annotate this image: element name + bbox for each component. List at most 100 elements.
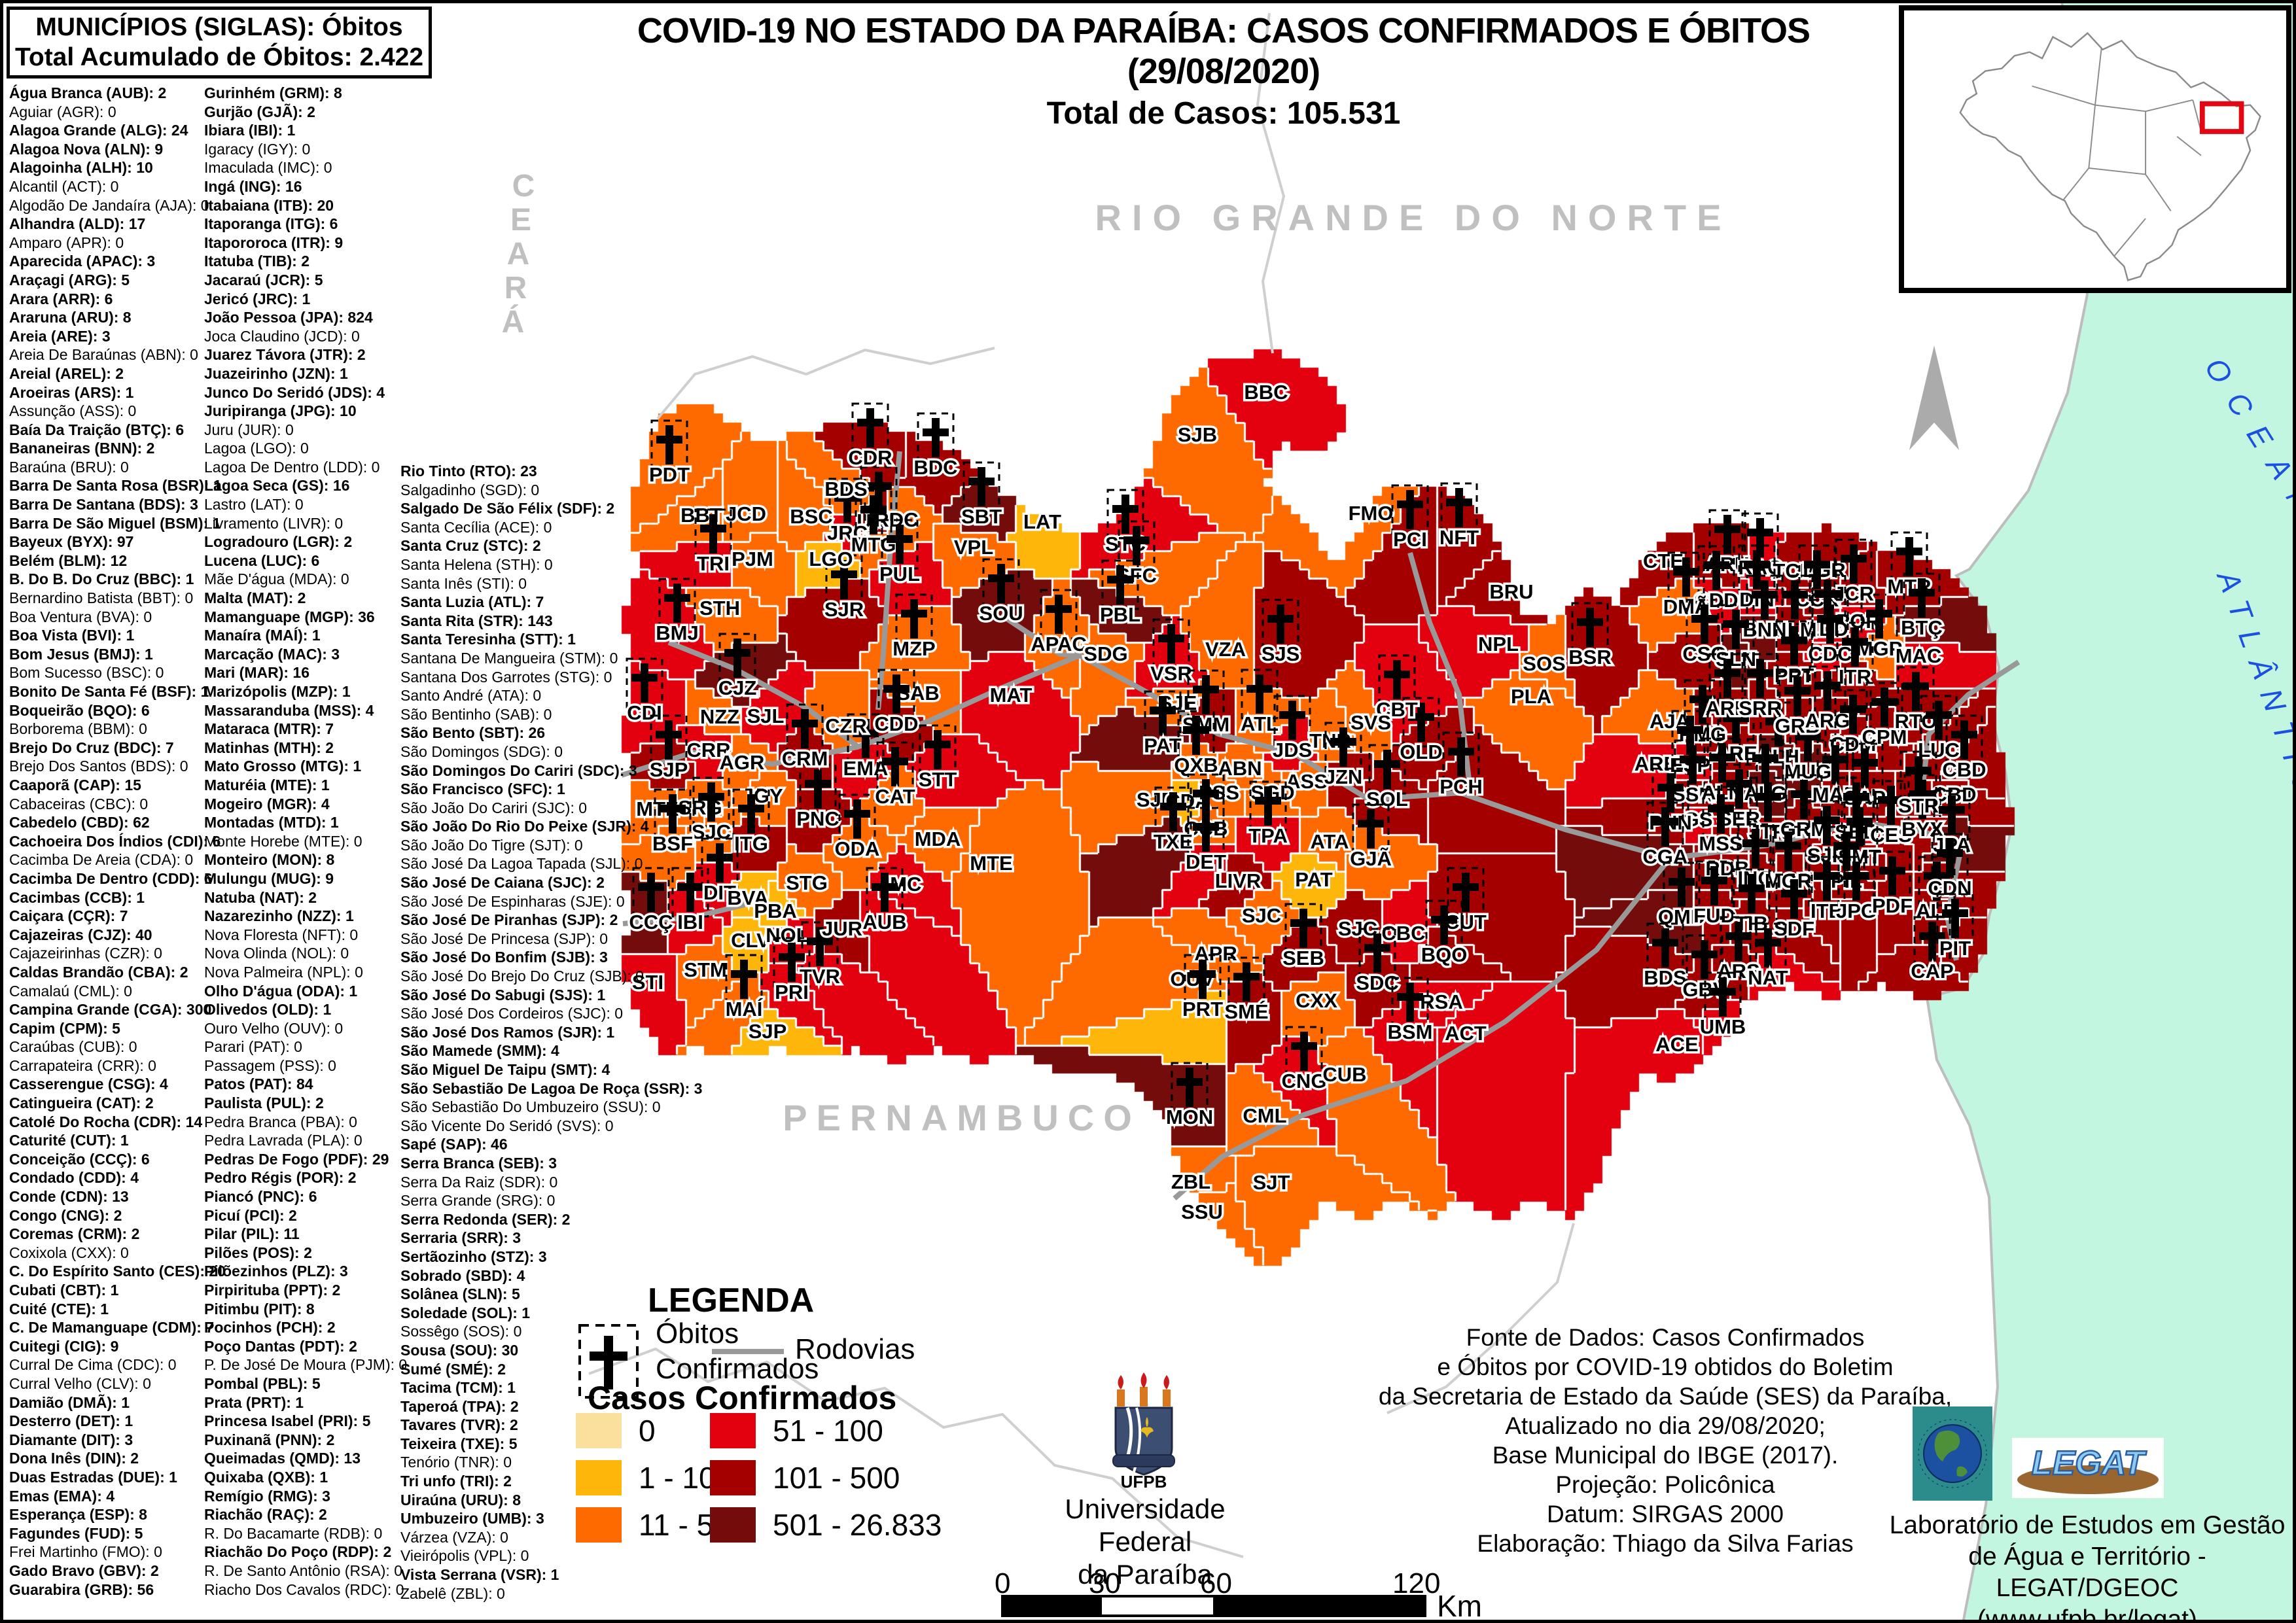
- municipality-item: Aguiar (AGR): 0: [9, 103, 116, 120]
- neighbor-state-label: A: [507, 237, 530, 271]
- municipality-item: Várzea (VZA): 0: [400, 1528, 508, 1546]
- road-line: [667, 640, 860, 750]
- municipality-item: Caturité (CUT): 1: [9, 1132, 129, 1149]
- municipality-item: Teixeira (TXE): 5: [400, 1435, 518, 1452]
- municipality-item: Guarabira (GRB): 56: [9, 1580, 154, 1598]
- municipality-item: Belém (BLM): 12: [9, 551, 128, 569]
- municipality-item: Piancó (PNC): 6: [204, 1188, 317, 1206]
- municipality-item: Alcantil (ACT): 0: [9, 177, 119, 195]
- municipality-item: Bayeux (BYX): 97: [9, 533, 134, 551]
- map-municipality-label: PDF: [1872, 894, 1913, 917]
- death-cross-marker: [1834, 689, 1872, 740]
- source-text-line: Elaboração: Thiago da Silva Farias: [1477, 1530, 1854, 1557]
- death-cross-marker: [1733, 868, 1771, 919]
- municipality-item: Malta (MAT): 2: [204, 589, 306, 607]
- death-cross-marker: [1368, 744, 1406, 795]
- death-cross-marker: [1695, 860, 1733, 911]
- municipality-item: Pilões (POS): 2: [204, 1244, 312, 1261]
- state-border-line: [656, 347, 995, 420]
- map-municipality-label: SBT: [961, 505, 1002, 528]
- death-cross-marker: [1702, 788, 1740, 839]
- municipality-item: Salgadinho (SGD): 0: [400, 481, 540, 498]
- municipality-item: Congo (CNG): 2: [9, 1206, 122, 1224]
- neighbor-state-label: PERNAMBUCO: [783, 1097, 1141, 1138]
- municipality-item: Barra De São Miguel (BSM): 1: [9, 514, 221, 532]
- map-municipality-label: CDC: [1808, 642, 1852, 665]
- municipality-item: Nova Floresta (NFT): 0: [204, 926, 359, 943]
- death-cross-marker: [1860, 593, 1898, 644]
- death-cross-marker: [1846, 742, 1884, 794]
- map-municipality-label: AGR: [720, 751, 765, 774]
- municipality-item: Pedra Lavrada (PLA): 0: [204, 1132, 362, 1149]
- map-municipality-label: PAT: [1144, 734, 1181, 757]
- municipality-item: São José Do Sabugi (SJS): 1: [400, 986, 606, 1003]
- map-municipality-label: CUB: [1322, 1063, 1366, 1086]
- municipality-item: Caldas Brandão (CBA): 2: [9, 963, 188, 981]
- death-cross-marker: [866, 867, 904, 918]
- death-cross-marker: [1828, 826, 1865, 877]
- municipality-item: Boqueirão (BQO): 6: [9, 701, 150, 719]
- map-municipality-label: SOS: [1523, 652, 1565, 675]
- legend-class-label: 501 - 26.833: [773, 1508, 942, 1542]
- neighbor-state-label: R: [504, 271, 527, 305]
- municipality-item: Manaíra (MAÍ): 1: [204, 627, 321, 644]
- map-municipality-label: SRR: [1739, 697, 1781, 720]
- brazil-state-border: [2063, 167, 2090, 200]
- death-cross-marker: [1789, 716, 1827, 767]
- municipality-item: São Sebastião Do Umbuzeiro (SSU): 0: [400, 1098, 661, 1116]
- municipality-item: Barra De Santa Rosa (BSR): 1: [9, 477, 222, 495]
- map-municipality-label: PJM: [732, 548, 773, 570]
- municipality-item: Areial (AREL): 2: [9, 364, 124, 382]
- municipality-item: R. De Santo Antônio (RSA): 0: [204, 1562, 402, 1579]
- map-municipality-label: PCH: [1439, 775, 1482, 798]
- legend-obitos-label: Óbitos Confirmados: [656, 1318, 819, 1385]
- death-cross-marker: [895, 593, 933, 644]
- death-cross-marker: [718, 633, 756, 684]
- municipality-item: Caaporã (CAP): 15: [9, 776, 141, 794]
- municipality-item: Mãe D'água (MDA): 0: [204, 570, 349, 588]
- map-municipality-label: CBC: [1381, 922, 1425, 945]
- map-municipality-label: PAT: [1295, 868, 1332, 891]
- map-municipality-label: SJT: [1253, 1171, 1290, 1194]
- municipality-item: Curral De Cima (CDC): 0: [9, 1356, 177, 1374]
- map-municipality-label: CDN: [1928, 877, 1971, 899]
- total-cases: Total de Casos: 105.531: [1046, 96, 1401, 131]
- death-cross-marker: [1945, 714, 1983, 765]
- municipality-item: Curral Velho (CLV): 0: [9, 1374, 151, 1392]
- death-cross-marker: [694, 508, 732, 559]
- map-municipality-label: FUD: [1693, 904, 1735, 927]
- municipality-item: Massaranduba (MSS): 4: [204, 701, 374, 719]
- map-municipality-label: CML: [1243, 1104, 1286, 1127]
- death-cross-marker: [732, 788, 770, 839]
- road-line: [999, 612, 1080, 658]
- municipality-item: Olivedos (OLD): 1: [204, 1001, 332, 1019]
- map-municipality-label: SAB: [896, 682, 939, 705]
- map-municipality-label: TXE: [1154, 830, 1193, 853]
- map-municipality-label: SEB: [1282, 947, 1324, 969]
- municipality-item: Ingá (ING): 16: [204, 177, 302, 195]
- map-municipality-label: JRC: [827, 521, 868, 544]
- brazil-state-border: [2145, 173, 2172, 211]
- map-municipality-label: GJÃ: [1350, 847, 1392, 870]
- death-cross-marker: [1741, 512, 1779, 563]
- municipality-item: Monte Horebe (MTE): 0: [204, 832, 362, 850]
- map-municipality-label: SSU: [1181, 1200, 1223, 1223]
- map-municipality-label: UMB: [1700, 1015, 1746, 1038]
- legat-caption: Laboratório de Estudos em Gestão de Água …: [1889, 1511, 2286, 1623]
- municipality-item: Pirpirituba (PPT): 2: [204, 1282, 341, 1299]
- source-text-line: Projeção: Policônica: [1555, 1471, 1775, 1498]
- municipality-item: São José Do Brejo Do Cruz (SJB): 0: [400, 968, 644, 985]
- municipality-item: Prata (PRT): 1: [204, 1393, 304, 1411]
- map-municipality-label: CCÇ: [629, 911, 673, 934]
- death-cross-marker: [1187, 773, 1225, 824]
- map-municipality-label: ATA: [1310, 830, 1349, 853]
- municipality-item: Pilõezinhos (PLZ): 3: [204, 1263, 348, 1280]
- death-cross-marker: [1913, 916, 1951, 967]
- municipality-item: Carrapateira (CRR): 0: [9, 1056, 156, 1074]
- municipality-item: Logradouro (LGR): 2: [204, 533, 353, 551]
- death-cross-marker: [1391, 484, 1429, 535]
- municipality-item: São Miguel De Taipu (SMT): 4: [400, 1061, 610, 1078]
- municipality-item: C. Do Espírito Santo (CES): 20: [9, 1263, 226, 1280]
- death-cross-marker: [773, 937, 811, 988]
